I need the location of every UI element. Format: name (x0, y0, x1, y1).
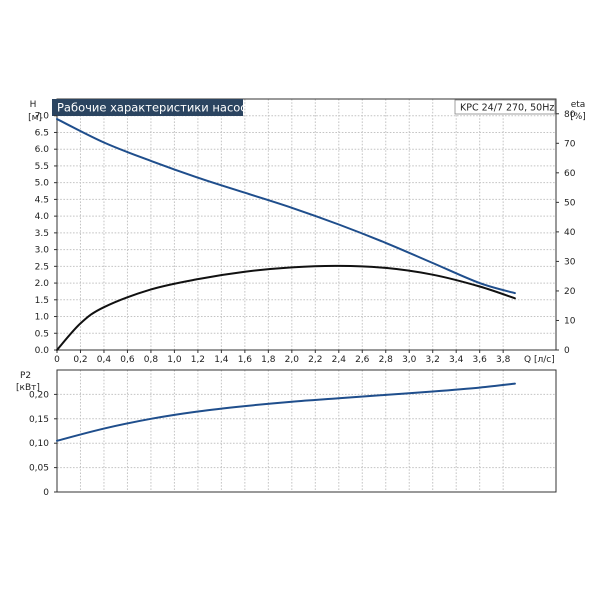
bottom-tick-label: 0,20 (29, 390, 49, 400)
left-axis-unit: [м] (28, 113, 42, 123)
right-tick-label: 10 (564, 316, 576, 326)
left-tick-label: 1.5 (35, 296, 49, 306)
top-grid (57, 99, 556, 350)
bottom-axis-unit: [кВт] (16, 383, 40, 393)
left-tick-label: 7.0 (35, 112, 50, 122)
head-curve (56, 118, 516, 295)
left-tick-label: 0.5 (35, 329, 49, 339)
x-tick-label: 0,8 (144, 355, 159, 365)
left-axis-title-h: H (30, 100, 37, 110)
bottom-plot-frame (56, 369, 557, 493)
right-tick-label: 20 (564, 287, 576, 297)
x-tick-label: 3,0 (402, 355, 417, 365)
bottom-series (56, 382, 516, 442)
x-tick-label: 1,8 (261, 355, 276, 365)
left-tick-label: 2.0 (35, 279, 50, 289)
x-tick-label: 1,0 (167, 355, 182, 365)
x-tick-label: 3,2 (426, 355, 440, 365)
x-axis-title: Q [л/с] (524, 355, 555, 365)
x-tick-label: 2,8 (379, 355, 394, 365)
model-label: KPC 24/7 270, 50Hz (460, 103, 554, 114)
x-tick-labels: 0 0,2 0,4 0,6 0,8 1,0 1,2 1,4 1,6 1,8 2,0 2,2 2,4 2,6… (54, 350, 511, 365)
x-tick-label: 0,6 (120, 355, 135, 365)
left-tick-label: 6.0 (35, 145, 50, 155)
left-tick-label: 3.5 (35, 229, 49, 239)
top-plot-frame (56, 98, 557, 351)
right-tick-label: 80 (564, 110, 576, 120)
left-tick-label: 3.0 (35, 246, 50, 256)
x-tick-label: 3,8 (496, 355, 511, 365)
bottom-tick-label: 0 (43, 488, 49, 498)
bottom-tick-label: 0,10 (29, 439, 49, 449)
left-tick-label: 6.5 (35, 128, 49, 138)
top-series (56, 118, 516, 351)
right-tick-label: 70 (564, 139, 576, 149)
x-tick-label: 3,6 (473, 355, 488, 365)
right-tick-label: 30 (564, 257, 576, 267)
right-tick-label: 0 (564, 346, 570, 356)
x-tick-label: 0,2 (73, 355, 87, 365)
right-tick-label: 50 (564, 198, 576, 208)
power-chart: P2 [кВт] 0 0,05 0,10 0,15 0,20 (16, 369, 557, 498)
x-tick-label: 1,6 (238, 355, 253, 365)
head-efficiency-chart: Рабочие характеристики насоса KPC 24/7 2… (28, 98, 586, 365)
x-tick-label: 1,2 (191, 355, 205, 365)
efficiency-curve (56, 264, 516, 351)
bottom-tick-labels: 0 0,05 0,10 0,15 0,20 (29, 390, 57, 498)
bottom-tick-label: 0,15 (29, 415, 49, 425)
bottom-axis-title-p2: P2 (20, 371, 31, 381)
left-tick-labels: 0.0 0.5 1.0 1.5 2.0 2.5 3.0 3.5 4.0 4.5 5.0 5.5 6.0 6… (35, 112, 57, 356)
x-tick-label: 2,4 (332, 355, 347, 365)
x-tick-label: 0 (54, 355, 60, 365)
power-curve (56, 382, 516, 442)
left-tick-label: 4.0 (35, 212, 50, 222)
right-axis-unit: [%] (570, 112, 586, 122)
x-tick-label: 1,4 (214, 355, 229, 365)
left-tick-label: 5.5 (35, 162, 49, 172)
right-tick-label: 40 (564, 228, 576, 238)
x-tick-label: 2,2 (308, 355, 322, 365)
x-tick-label: 0,4 (97, 355, 112, 365)
right-tick-label: 60 (564, 169, 576, 179)
left-tick-label: 1.0 (35, 313, 50, 323)
bottom-tick-label: 0,05 (29, 464, 49, 474)
left-tick-label: 2.5 (35, 262, 49, 272)
bottom-grid (57, 370, 556, 492)
x-tick-label: 2,6 (355, 355, 370, 365)
left-tick-label: 0.0 (35, 346, 50, 356)
title-box (52, 99, 243, 116)
x-tick-label: 2,0 (285, 355, 300, 365)
model-box (454, 99, 556, 115)
chart-title: Рабочие характеристики насоса (57, 101, 254, 115)
x-tick-label: 3,4 (449, 355, 464, 365)
left-tick-label: 4.5 (35, 195, 49, 205)
right-axis-title-eta: eta (571, 100, 586, 110)
right-tick-labels: 0 10 20 30 40 50 60 70 80 (556, 110, 576, 356)
left-tick-label: 5.0 (35, 179, 50, 189)
